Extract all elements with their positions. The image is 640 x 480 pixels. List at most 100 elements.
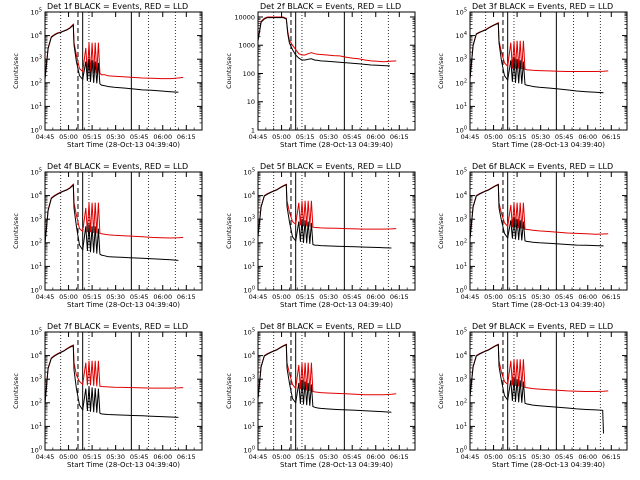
x-tick-label: 06:00 bbox=[366, 133, 385, 141]
y-tick-label: 103 bbox=[456, 375, 467, 384]
panel-title: Det 1f BLACK = Events, RED = LLD bbox=[47, 2, 188, 11]
x-tick-label: 05:45 bbox=[130, 293, 149, 301]
y-axis-label: Counts/sec bbox=[437, 53, 445, 89]
x-tick-label: 06:00 bbox=[578, 453, 597, 461]
x-tick-label: 05:00 bbox=[484, 293, 503, 301]
y-tick-label: 105 bbox=[244, 328, 255, 337]
x-tick-label: 05:00 bbox=[59, 133, 78, 141]
x-tick-label: 05:30 bbox=[531, 453, 550, 461]
series-line-red bbox=[257, 343, 397, 399]
x-tick-label: 05:15 bbox=[508, 133, 527, 141]
series-line-red bbox=[469, 343, 609, 396]
chart-panel-3: Det 3f BLACK = Events, RED = LLD 100 101 10… bbox=[437, 2, 628, 149]
y-tick-label: 103 bbox=[31, 375, 42, 384]
y-tick-label: 101 bbox=[456, 102, 467, 111]
x-tick-label: 05:15 bbox=[83, 453, 102, 461]
x-axis-label: Start Time (28-Oct-13 04:39:40) bbox=[492, 301, 605, 309]
y-tick-label: 102 bbox=[31, 398, 42, 407]
x-axis-label: Start Time (28-Oct-13 04:39:40) bbox=[280, 461, 393, 469]
y-tick-label: 103 bbox=[244, 215, 255, 224]
x-tick-label: 06:15 bbox=[177, 453, 196, 461]
y-axis-label: Counts/sec bbox=[437, 373, 445, 409]
y-axis-label: Counts/sec bbox=[225, 53, 233, 89]
y-tick-label: 102 bbox=[31, 78, 42, 87]
y-tick-label: 104 bbox=[31, 351, 42, 360]
x-tick-label: 06:00 bbox=[578, 133, 597, 141]
panel-title: Det 4f BLACK = Events, RED = LLD bbox=[47, 162, 188, 171]
chart-panel-1: Det 1f BLACK = Events, RED = LLD 100 101 10… bbox=[12, 2, 203, 149]
y-tick-label: 104 bbox=[456, 191, 467, 200]
series-line-black bbox=[469, 183, 604, 247]
plot-frame bbox=[44, 331, 203, 451]
panel-title: Det 2f BLACK = Events, RED = LLD bbox=[260, 2, 401, 11]
x-tick-label: 06:15 bbox=[602, 293, 621, 301]
x-tick-label: 06:15 bbox=[390, 133, 409, 141]
x-tick-label: 05:30 bbox=[319, 293, 338, 301]
y-tick-label: 105 bbox=[31, 168, 42, 177]
plot-frame bbox=[257, 11, 416, 131]
y-tick-label: 105 bbox=[456, 328, 467, 337]
y-axis-label: Counts/sec bbox=[12, 53, 20, 89]
plot-frame bbox=[257, 171, 416, 291]
x-tick-label: 06:15 bbox=[177, 293, 196, 301]
y-tick-label: 102 bbox=[456, 78, 467, 87]
panel-title: Det 7f BLACK = Events, RED = LLD bbox=[47, 322, 188, 331]
x-axis-label: Start Time (28-Oct-13 04:39:40) bbox=[492, 141, 605, 149]
x-tick-label: 06:00 bbox=[153, 133, 172, 141]
y-tick-label: 101 bbox=[31, 102, 42, 111]
series-line-red bbox=[469, 183, 609, 239]
x-tick-label: 05:45 bbox=[130, 133, 149, 141]
x-tick-label: 05:45 bbox=[130, 453, 149, 461]
x-tick-label: 05:30 bbox=[106, 133, 125, 141]
y-tick-label: 103 bbox=[31, 215, 42, 224]
x-tick-label: 05:45 bbox=[343, 133, 362, 141]
x-tick-label: 06:15 bbox=[390, 453, 409, 461]
x-tick-label: 05:45 bbox=[555, 453, 574, 461]
y-tick-label: 105 bbox=[456, 8, 467, 17]
y-tick-label: 101 bbox=[456, 262, 467, 271]
y-tick-label: 105 bbox=[244, 168, 255, 177]
plot-frame bbox=[44, 11, 203, 131]
chart-panel-4: Det 4f BLACK = Events, RED = LLD 100 101 10… bbox=[12, 162, 203, 309]
series-line-red bbox=[44, 344, 184, 403]
x-tick-label: 05:00 bbox=[59, 453, 78, 461]
x-tick-label: 04:45 bbox=[461, 453, 480, 461]
x-tick-label: 05:00 bbox=[59, 293, 78, 301]
x-axis-label: Start Time (28-Oct-13 04:39:40) bbox=[67, 461, 180, 469]
y-tick-label: 102 bbox=[456, 398, 467, 407]
series-line-black bbox=[469, 22, 604, 94]
x-axis-label: Start Time (28-Oct-13 04:39:40) bbox=[67, 301, 180, 309]
y-tick-label: 101 bbox=[456, 422, 467, 431]
x-tick-label: 05:00 bbox=[272, 293, 291, 301]
panel-title: Det 6f BLACK = Events, RED = LLD bbox=[472, 162, 613, 171]
x-axis-label: Start Time (28-Oct-13 04:39:40) bbox=[492, 461, 605, 469]
panel-title: Det 3f BLACK = Events, RED = LLD bbox=[472, 2, 613, 11]
y-tick-label: 101 bbox=[244, 262, 255, 271]
x-tick-label: 04:45 bbox=[36, 453, 55, 461]
chart-panel-9: Det 9f BLACK = Events, RED = LLD 100 101 10… bbox=[437, 322, 628, 469]
series-line-black bbox=[469, 343, 604, 434]
y-tick-label: 102 bbox=[456, 238, 467, 247]
x-tick-label: 04:45 bbox=[461, 133, 480, 141]
x-tick-label: 05:15 bbox=[296, 293, 315, 301]
y-tick-label: 100 bbox=[456, 286, 467, 295]
y-tick-label: 105 bbox=[31, 8, 42, 17]
x-tick-label: 06:15 bbox=[177, 133, 196, 141]
y-tick-label: 102 bbox=[244, 238, 255, 247]
series-line-black bbox=[44, 345, 179, 418]
x-tick-label: 05:15 bbox=[508, 293, 527, 301]
y-tick-label: 103 bbox=[456, 215, 467, 224]
y-tick-label: 103 bbox=[244, 375, 255, 384]
x-tick-label: 05:15 bbox=[296, 453, 315, 461]
y-tick-label: 100 bbox=[244, 446, 255, 455]
series-line-black bbox=[257, 183, 392, 249]
y-tick-label: 101 bbox=[31, 262, 42, 271]
x-axis-label: Start Time (28-Oct-13 04:39:40) bbox=[67, 141, 180, 149]
y-tick-label: 105 bbox=[456, 168, 467, 177]
series-line-red bbox=[44, 23, 184, 80]
series-line-black bbox=[44, 183, 179, 261]
plot-frame bbox=[257, 331, 416, 451]
panel-title: Det 9f BLACK = Events, RED = LLD bbox=[472, 322, 613, 331]
y-axis-label: Counts/sec bbox=[225, 373, 233, 409]
x-tick-label: 05:45 bbox=[343, 293, 362, 301]
